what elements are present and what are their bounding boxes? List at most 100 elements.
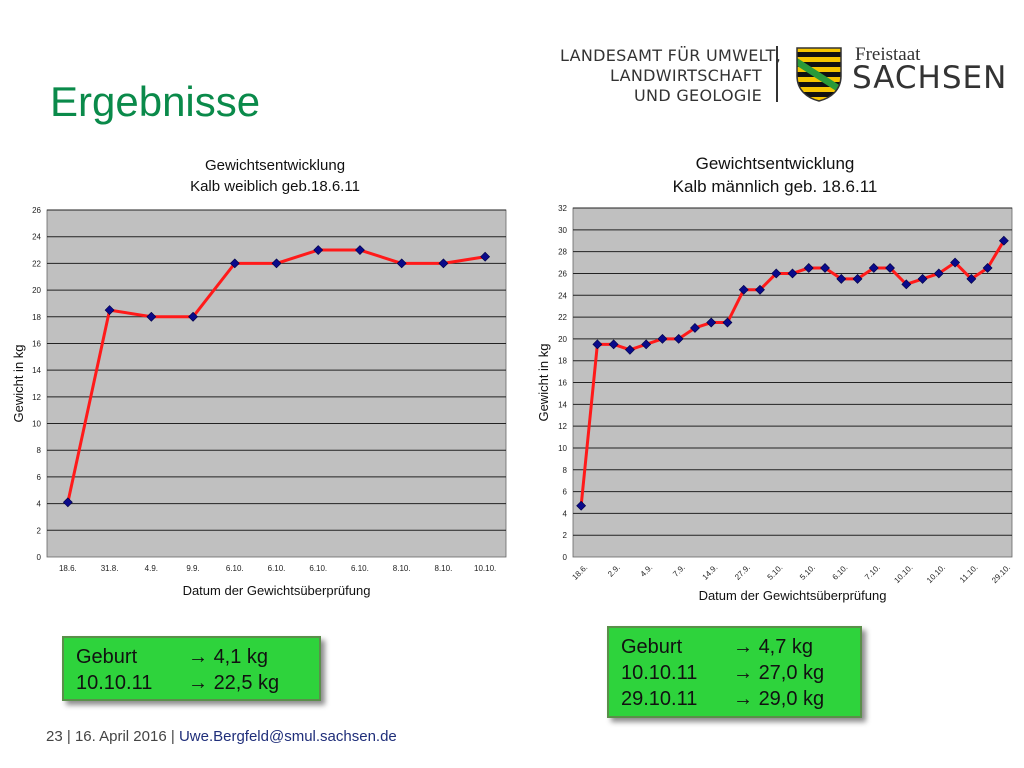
y-tick-label: 18 — [558, 357, 567, 366]
footer-email-link[interactable]: Uwe.Bergfeld@smul.sachsen.de — [178, 728, 397, 745]
x-tick-label: 7.9. — [671, 563, 687, 579]
x-axis-label: Datum der Gewichtsüberprüfung — [183, 583, 371, 598]
y-tick-label: 20 — [558, 335, 567, 344]
result-label: Geburt — [621, 636, 683, 658]
y-tick-label: 24 — [558, 291, 567, 300]
data-point — [966, 273, 977, 284]
result-label: Geburt — [76, 646, 138, 668]
chart-2-title-line: Gewichtsentwicklung — [695, 154, 855, 173]
x-tick-label: 5.10. — [798, 563, 817, 582]
x-tick-label: 9.9. — [186, 564, 199, 573]
result-value: 4,7 kg — [758, 636, 814, 658]
org-line-3: UND GEOLOGIE — [634, 86, 762, 105]
page-title: Ergebnisse — [50, 78, 261, 125]
y-tick-label: 26 — [32, 206, 41, 215]
x-tick-label: 6.10. — [351, 564, 369, 573]
data-point — [836, 273, 847, 284]
x-tick-label: 18.6. — [59, 564, 77, 573]
data-point — [901, 279, 912, 290]
x-tick-label: 6.10. — [226, 564, 244, 573]
y-tick-label: 12 — [558, 422, 567, 431]
data-point — [787, 268, 798, 279]
data-point — [868, 263, 879, 273]
sachsen-label: SACHSEN — [852, 60, 1008, 96]
x-axis-label: Datum der Gewichtsüberprüfung — [699, 588, 887, 603]
org-line-2: LANDWIRTSCHAFT — [610, 66, 762, 85]
chart-1-subtitle: Kalb weiblich geb.18.6.11 — [190, 178, 360, 195]
x-tick-label: 8.10. — [435, 564, 453, 573]
data-point — [706, 317, 717, 328]
chart-1-title: Gewichtsentwicklung Kalb weiblich geb.18… — [140, 155, 410, 197]
y-tick-label: 6 — [563, 488, 568, 497]
arrow-icon: → — [733, 688, 753, 710]
y-tick-label: 8 — [563, 466, 568, 475]
data-point — [480, 251, 491, 262]
data-point — [104, 305, 115, 316]
result-box-maennlich: Geburt → 4,7 kg 10.10.11 → 27,0 kg 29.10… — [607, 626, 862, 718]
result-row: Geburt → 4,1 kg — [76, 644, 307, 670]
data-point — [396, 258, 407, 269]
footer-date: 16. April 2016 — [74, 728, 167, 745]
footer-separator: | — [170, 728, 175, 745]
org-line-1: LANDESAMT FÜR UMWELT, — [560, 46, 782, 65]
x-tick-label: 10.10. — [474, 564, 496, 573]
x-tick-label: 6.10. — [268, 564, 286, 573]
data-point — [771, 268, 782, 279]
y-tick-label: 10 — [32, 420, 41, 429]
result-row: 29.10.11 → 29,0 kg — [621, 686, 848, 712]
y-tick-label: 32 — [558, 204, 567, 213]
arrow-icon: → — [733, 636, 753, 658]
data-point — [188, 311, 198, 322]
x-tick-label: 8.10. — [393, 564, 411, 573]
x-tick-label: 29.10. — [990, 563, 1012, 585]
data-point — [355, 245, 365, 255]
data-point — [982, 263, 993, 273]
x-tick-label: 18.6. — [570, 563, 589, 582]
y-tick-label: 2 — [563, 531, 568, 540]
x-tick-label: 11.10. — [958, 563, 980, 585]
result-label: 29.10.11 — [621, 688, 698, 710]
data-point — [624, 344, 635, 355]
data-point — [803, 263, 814, 273]
chart-1-title-line: Gewichtsentwicklung — [204, 157, 346, 174]
arrow-icon: → — [188, 672, 208, 694]
y-tick-label: 8 — [37, 446, 42, 455]
data-point — [933, 268, 944, 279]
data-point — [820, 263, 830, 273]
data-point — [576, 500, 587, 511]
x-tick-label: 31.8. — [101, 564, 119, 573]
x-tick-label: 6.10. — [309, 564, 327, 573]
data-point — [146, 311, 157, 322]
y-tick-label: 24 — [32, 233, 41, 242]
data-point — [950, 257, 961, 268]
chart-2-title: Gewichtsentwicklung Kalb männlich geb. 1… — [640, 152, 910, 198]
logo-divider — [776, 46, 778, 102]
y-tick-label: 4 — [563, 509, 568, 518]
page-number: 23 — [46, 728, 63, 745]
data-point — [738, 284, 749, 295]
footer-separator: | — [66, 728, 71, 745]
y-tick-label: 0 — [37, 553, 42, 562]
data-point — [690, 323, 700, 333]
data-point — [608, 339, 619, 350]
x-tick-label: 10.10. — [925, 563, 947, 585]
chart-2-subtitle: Kalb männlich geb. 18.6.11 — [672, 177, 878, 196]
y-tick-label: 16 — [558, 379, 567, 388]
data-point — [852, 273, 863, 284]
y-tick-label: 30 — [558, 226, 567, 235]
y-tick-label: 10 — [558, 444, 567, 453]
result-row: 10.10.11 → 22,5 kg — [76, 670, 307, 696]
result-value: 29,0 kg — [758, 688, 825, 710]
result-row: 10.10.11 → 27,0 kg — [621, 660, 848, 686]
y-tick-label: 6 — [37, 473, 42, 482]
data-point — [271, 258, 282, 269]
result-row: Geburt → 4,7 kg — [621, 634, 848, 660]
data-point — [917, 273, 928, 284]
y-tick-label: 4 — [37, 500, 42, 509]
x-tick-label: 6.10. — [831, 563, 850, 582]
y-tick-label: 22 — [32, 259, 41, 268]
result-label: 10.10.11 — [621, 662, 698, 684]
result-value: 22,5 kg — [213, 672, 280, 694]
